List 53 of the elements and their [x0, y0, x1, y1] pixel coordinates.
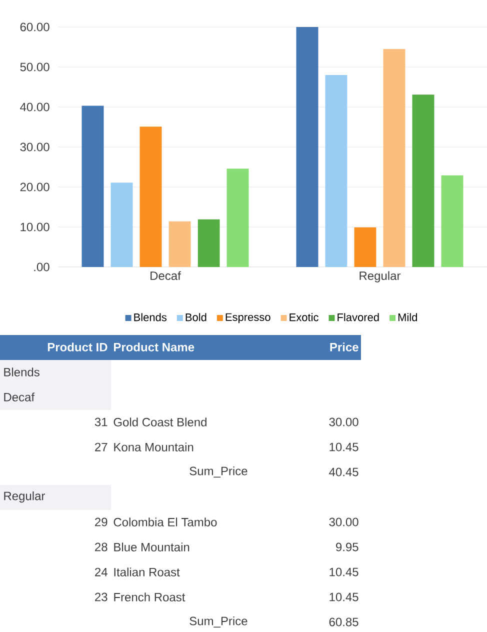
text: 24	[95, 568, 108, 576]
y-tick-label: 40.00	[20, 102, 50, 112]
legend-label: Mild	[398, 313, 417, 322]
text: 40.45	[329, 468, 358, 476]
text: Sum_Price	[190, 466, 248, 478]
bar	[168, 221, 191, 268]
text: 23	[95, 592, 108, 602]
legend-label: Espresso	[226, 313, 270, 324]
text: 30.00	[329, 518, 358, 526]
bar	[354, 227, 376, 268]
text: 10.45	[330, 592, 358, 602]
bar	[296, 27, 318, 268]
text: 30.00	[329, 418, 358, 426]
legend-label: Blends	[134, 313, 167, 322]
text: 10.45	[330, 568, 358, 576]
y-tick-label: 30.00	[20, 142, 50, 152]
text: 28	[95, 542, 108, 552]
text: French Roast	[114, 592, 186, 602]
text: 9.95	[336, 542, 358, 552]
bar	[441, 175, 464, 268]
legend-label: Flavored	[338, 313, 379, 322]
text: Blends	[4, 368, 40, 376]
text: Gold Coast Blend	[114, 418, 206, 426]
text: 29	[95, 518, 108, 526]
text: 60.85	[329, 618, 358, 626]
text: Regular	[4, 491, 46, 503]
bar	[82, 106, 104, 268]
text: 10.45	[330, 442, 358, 452]
bar	[140, 126, 162, 268]
text: 31	[94, 418, 108, 426]
legend-label: Exotic	[290, 313, 318, 322]
legend-label: Bold	[186, 313, 206, 322]
text: Italian Roast	[114, 568, 180, 576]
y-tick-label: 60.00	[20, 22, 50, 32]
bar	[412, 94, 434, 268]
text: Kona Mountain	[114, 442, 194, 452]
bar	[198, 219, 220, 268]
text: Sum_Price	[190, 616, 248, 628]
text: 27	[95, 442, 108, 452]
y-tick-label: 50.00	[20, 62, 50, 72]
text: Decaf	[4, 392, 35, 402]
bar	[325, 75, 348, 268]
text: Product ID	[48, 342, 108, 352]
bar	[383, 49, 406, 268]
y-tick-label: .00	[34, 262, 50, 272]
text: Price	[330, 342, 358, 352]
y-tick-label: 10.00	[20, 222, 50, 232]
text: Blue Mountain	[114, 542, 190, 552]
text: Product Name	[114, 342, 194, 352]
text: Colombia El Tambo	[114, 518, 217, 526]
bar	[110, 182, 133, 268]
bar	[226, 168, 249, 268]
y-tick-label: 20.00	[20, 182, 50, 192]
